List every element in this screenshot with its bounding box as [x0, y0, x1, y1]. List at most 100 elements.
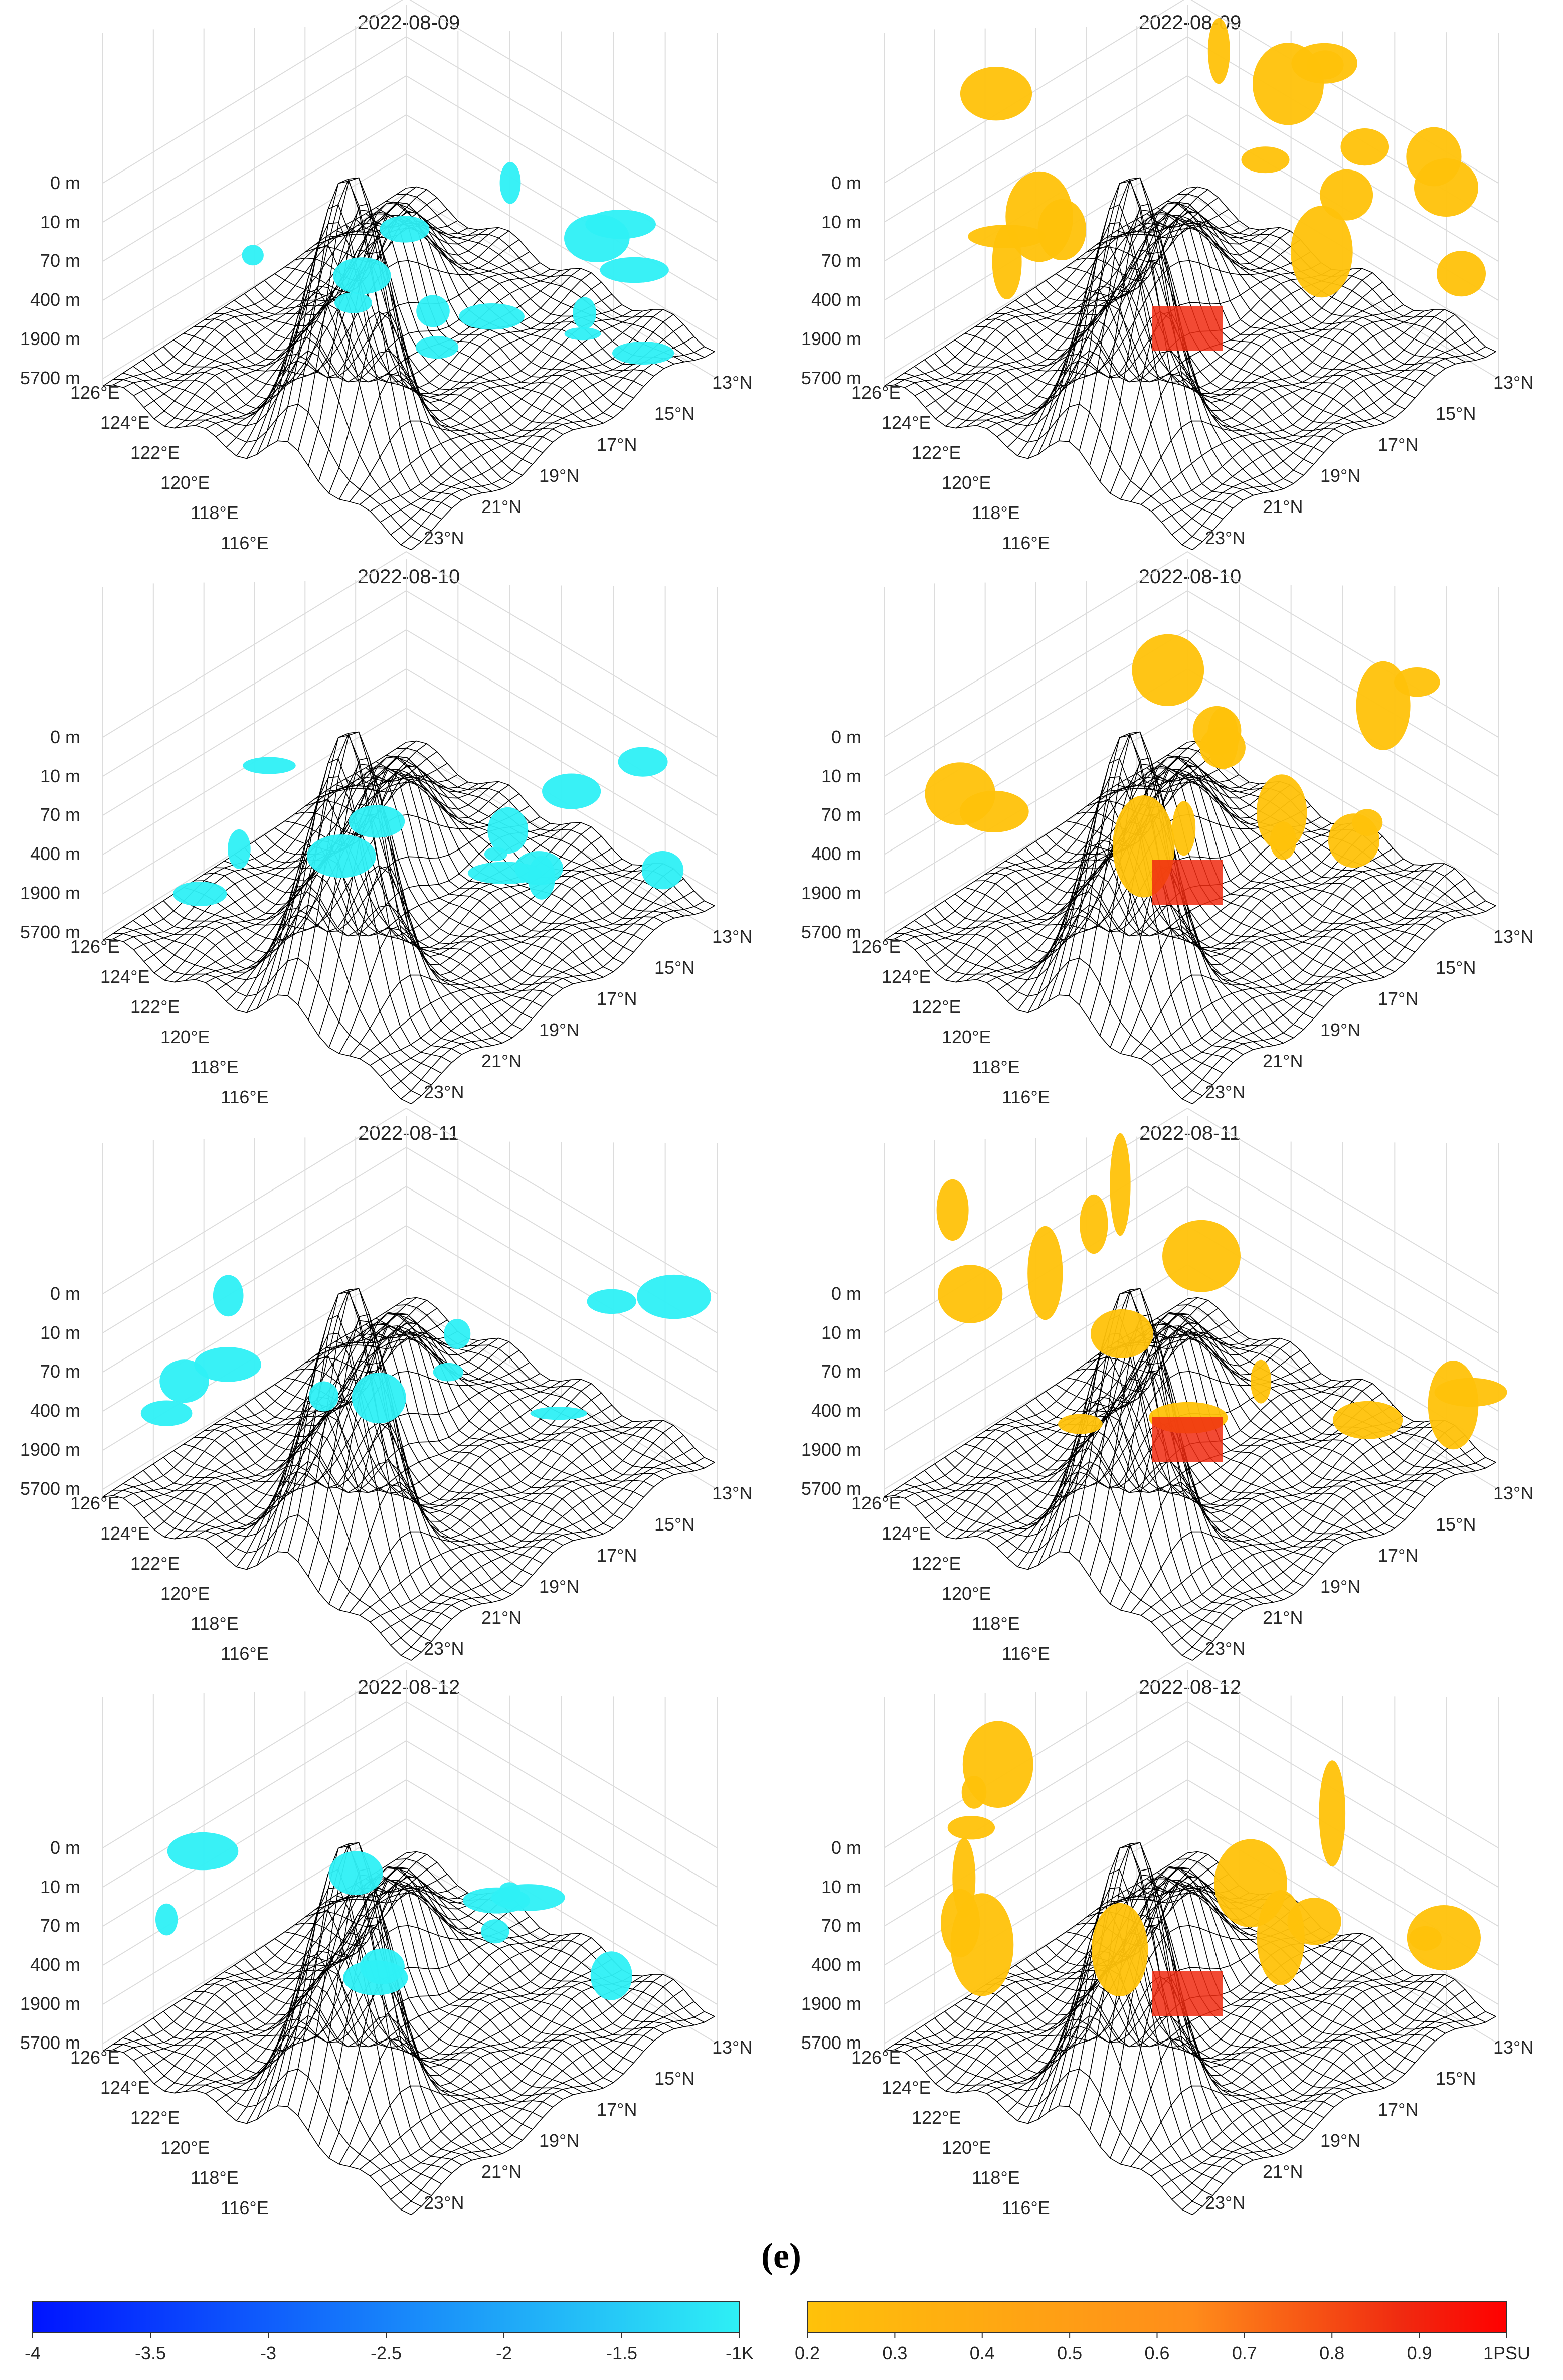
- latitude-tick-label: 19°N: [1320, 1019, 1360, 1040]
- anomaly-patch: [349, 805, 405, 838]
- depth-tick-label: 5700 m: [801, 922, 861, 942]
- anomaly-patch: [334, 292, 372, 313]
- latitude-tick-label: 23°N: [424, 2192, 464, 2213]
- longitude-tick-label: 120°E: [942, 2137, 991, 2158]
- longitude-tick-label: 120°E: [942, 1583, 991, 1604]
- colorbar-tick-label: -2: [496, 2343, 512, 2363]
- longitude-tick-label: 124°E: [100, 412, 149, 433]
- longitude-tick-label: 124°E: [882, 2077, 931, 2098]
- latitude-tick-label: 23°N: [1205, 528, 1245, 548]
- latitude-tick-label: 17°N: [597, 1545, 637, 1566]
- figure-label: (e): [761, 2236, 801, 2276]
- anomaly-patches: [941, 1721, 1481, 2016]
- anomaly-patch: [352, 1373, 406, 1424]
- anomaly-patch: [1320, 169, 1373, 221]
- latitude-tick-label: 17°N: [1378, 2099, 1418, 2120]
- depth-tick-label: 400 m: [811, 289, 861, 310]
- anomaly-patch: [1058, 1414, 1103, 1434]
- anomaly-patch: [487, 807, 529, 854]
- depth-tick-label: 10 m: [821, 766, 861, 786]
- latitude-tick-label: 13°N: [712, 926, 752, 947]
- anomaly-patch: [925, 762, 995, 825]
- longitude-tick-label: 124°E: [882, 966, 931, 987]
- anomaly-patch: [1333, 1401, 1403, 1439]
- panel-title: 2022-08-10: [1139, 566, 1242, 588]
- anomaly-patch: [416, 295, 450, 327]
- anomaly-patch: [1091, 1309, 1153, 1358]
- depth-tick-label: 0 m: [50, 173, 80, 193]
- depth-tick-label: 10 m: [821, 212, 861, 232]
- colorbar-temperature: -4 -3.5 -3 -2.5 -2 -1.5 -1K: [25, 2301, 754, 2363]
- latitude-tick-label: 13°N: [712, 2037, 752, 2058]
- latitude-tick-label: 15°N: [1436, 2068, 1476, 2089]
- longitude-tick-label: 126°E: [70, 2047, 119, 2068]
- latitude-tick-label: 13°N: [712, 1483, 752, 1503]
- depth-tick-label: 10 m: [821, 1877, 861, 1897]
- longitude-tick-label: 122°E: [912, 2107, 961, 2128]
- depth-tick-label: 10 m: [821, 1322, 861, 1343]
- anomaly-patch: [936, 1179, 969, 1241]
- depth-tick-label: 5700 m: [801, 2032, 861, 2053]
- longitude-tick-label: 118°E: [191, 1613, 239, 1634]
- anomaly-patch: [433, 1363, 464, 1382]
- latitude-tick-label: 13°N: [712, 372, 752, 393]
- anomaly-patch: [1080, 1194, 1108, 1254]
- anomaly-patches: [936, 1133, 1507, 1462]
- depth-tick-label: 400 m: [30, 1954, 80, 1975]
- longitude-tick-label: 120°E: [160, 472, 210, 493]
- longitude-tick-label: 118°E: [191, 502, 239, 523]
- depth-tick-label: 70 m: [821, 250, 861, 271]
- longitude-tick-label: 118°E: [972, 2167, 1020, 2188]
- anomaly-patch: [467, 862, 542, 884]
- anomaly-patch: [1328, 813, 1380, 868]
- longitude-tick-label: 118°E: [972, 1057, 1020, 1077]
- anomaly-patch: [459, 303, 525, 330]
- longitude-tick-label: 126°E: [851, 1493, 901, 1513]
- longitude-tick-label: 126°E: [70, 1493, 119, 1513]
- depth-tick-label: 5700 m: [20, 368, 80, 388]
- latitude-tick-label: 19°N: [539, 1019, 579, 1040]
- anomaly-patch: [308, 1381, 339, 1412]
- anomaly-patch: [213, 1275, 244, 1317]
- colorbar-gradient: [807, 2301, 1507, 2333]
- longitude-tick-label: 124°E: [100, 966, 149, 987]
- anomaly-patch: [1437, 251, 1486, 297]
- axes-grid: [102, 0, 718, 386]
- anomaly-patch: [938, 1265, 1003, 1323]
- latitude-tick-label: 23°N: [1205, 1082, 1245, 1102]
- colorbar-salinity: 0.2 0.3 0.4 0.5 0.6 0.7 0.8 0.9 1PSU: [795, 2301, 1530, 2363]
- latitude-tick-label: 17°N: [1378, 434, 1418, 455]
- longitude-tick-label: 118°E: [191, 1057, 239, 1077]
- depth-tick-label: 1900 m: [801, 1439, 861, 1460]
- anomaly-patch: [590, 1951, 632, 2000]
- anomaly-patch: [1241, 146, 1290, 174]
- salinity-core-patch: [1152, 860, 1223, 905]
- longitude-tick-label: 124°E: [100, 2077, 149, 2098]
- panel-title: 2022-08-11: [1139, 1122, 1241, 1144]
- anomaly-patch: [140, 1400, 193, 1426]
- depth-tick-label: 0 m: [831, 173, 861, 193]
- colorbar-tick-label: 0.2: [795, 2343, 820, 2363]
- longitude-tick-label: 120°E: [160, 1027, 210, 1047]
- anomaly-patch: [952, 1838, 976, 1919]
- terrain-mesh: [102, 1288, 715, 1661]
- colorbar-tick-label: -2.5: [371, 2343, 402, 2363]
- latitude-tick-label: 21°N: [481, 1607, 522, 1628]
- latitude-tick-label: 15°N: [654, 1514, 694, 1535]
- longitude-tick-label: 120°E: [942, 1027, 991, 1047]
- anomaly-patch: [618, 747, 668, 777]
- latitude-tick-label: 23°N: [1205, 2192, 1245, 2213]
- latitude-tick-label: 13°N: [1493, 372, 1533, 393]
- anomaly-patch: [1407, 1905, 1481, 1970]
- colorbar-tick-label: 0.6: [1144, 2343, 1169, 2363]
- terrain-mesh: [102, 731, 715, 1105]
- latitude-tick-label: 17°N: [597, 988, 637, 1009]
- anomaly-patch: [960, 67, 1032, 121]
- panel-title: 2022-08-11: [358, 1122, 459, 1144]
- longitude-tick-label: 126°E: [70, 936, 119, 957]
- anomaly-patch: [1319, 1760, 1346, 1867]
- anomaly-patch: [194, 1347, 261, 1382]
